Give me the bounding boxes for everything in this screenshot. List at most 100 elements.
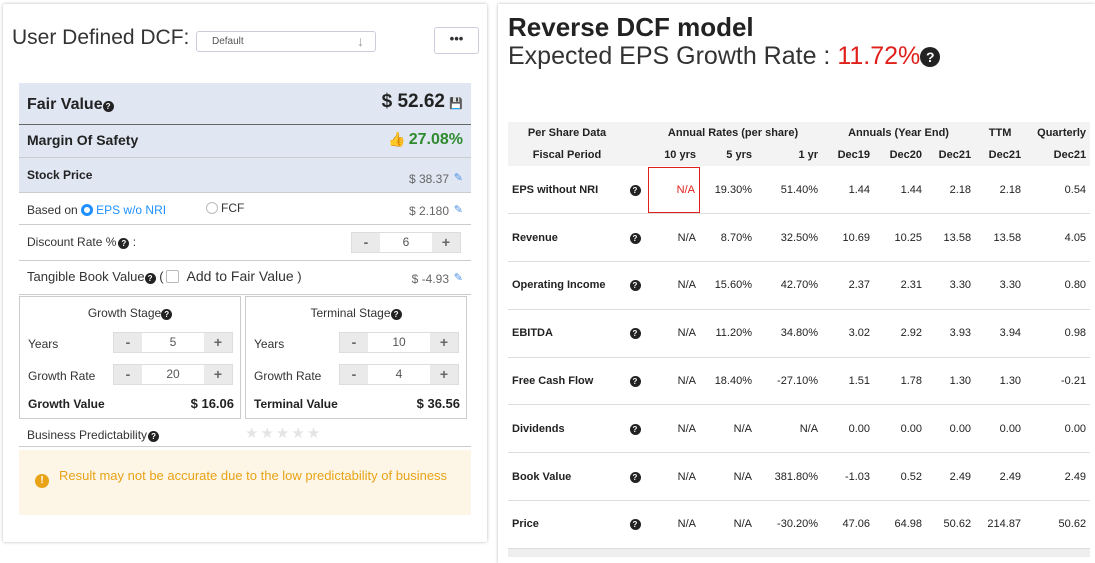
fair-value-row: Fair Value? $ 52.62 💾 bbox=[19, 83, 471, 125]
help-icon[interactable]: ? bbox=[629, 328, 641, 340]
table-cell: 42.70% bbox=[780, 279, 819, 292]
dcf-model-select[interactable]: Default ↓ bbox=[196, 31, 376, 52]
decrement-button[interactable]: - bbox=[114, 365, 142, 384]
more-options-button[interactable]: ••• bbox=[434, 27, 479, 54]
col-quarterly-dec21: Dec21 bbox=[1053, 149, 1087, 161]
increment-button[interactable]: + bbox=[204, 365, 232, 384]
radio-eps-label[interactable]: EPS w/o NRI bbox=[96, 203, 167, 217]
terminal-years-stepper[interactable]: - 10 + bbox=[339, 332, 459, 353]
radio-fcf[interactable] bbox=[206, 202, 218, 214]
discount-rate-input[interactable]: 6 bbox=[402, 235, 410, 249]
dcf-select-value: Default bbox=[212, 36, 244, 47]
growth-years-stepper[interactable]: - 5 + bbox=[113, 332, 233, 353]
table-cell: 0.00 bbox=[949, 422, 972, 435]
pencil-icon[interactable]: ✎ bbox=[453, 204, 463, 216]
stock-price-label: Stock Price bbox=[27, 168, 93, 182]
low-predictability-warning: ! Result may not be accurate due to the … bbox=[19, 450, 471, 515]
table-row: Free Cash Flow? N/A 18.40% -27.10% 1.51 1.78 1… bbox=[508, 357, 1091, 405]
help-icon[interactable]: ? bbox=[390, 309, 402, 320]
table-cell: 1.30 bbox=[949, 375, 972, 388]
warning-icon: ! bbox=[35, 474, 49, 488]
stock-price-value: $ 38.37 bbox=[408, 172, 449, 186]
discount-rate-stepper[interactable]: - 6 + bbox=[351, 232, 461, 253]
terminal-stage-title: Terminal Stage bbox=[310, 306, 391, 320]
increment-button[interactable]: + bbox=[432, 233, 460, 252]
help-icon[interactable]: ? bbox=[629, 471, 641, 483]
margin-of-safety-value: 27.08% bbox=[408, 131, 463, 148]
radio-eps-wo-nri[interactable] bbox=[81, 204, 94, 216]
table-cell: 2.49 bbox=[999, 470, 1022, 483]
help-icon[interactable]: ? bbox=[161, 309, 173, 320]
margin-of-safety-label: Margin Of Safety bbox=[27, 132, 139, 148]
table-cell: 0.00 bbox=[1064, 422, 1087, 435]
table-row: Price? N/A N/A -30.20% 47.06 64.98 50.62 214.87… bbox=[508, 501, 1091, 549]
terminal-rate-input[interactable]: 4 bbox=[395, 367, 403, 381]
help-icon[interactable]: ? bbox=[118, 238, 130, 249]
terminal-years-label: Years bbox=[254, 337, 285, 351]
table-scrollbar[interactable] bbox=[508, 549, 1090, 557]
row-name: Revenue bbox=[512, 231, 558, 244]
table-cell: N/A bbox=[677, 375, 696, 388]
table-cell: 2.18 bbox=[949, 183, 972, 196]
growth-rate-label: Growth Rate bbox=[28, 369, 96, 383]
row-name: Free Cash Flow bbox=[512, 375, 594, 388]
table-cell: 3.94 bbox=[999, 327, 1022, 340]
help-icon[interactable]: ? bbox=[148, 431, 160, 442]
increment-button[interactable]: + bbox=[430, 333, 458, 352]
add-to-fair-value-label[interactable]: Add to Fair Value bbox=[186, 268, 294, 284]
terminal-stage-box: Terminal Stage? Years - 10 + Growth Rate… bbox=[245, 296, 467, 419]
fair-value-label: Fair Value bbox=[27, 96, 103, 113]
table-cell: 4.05 bbox=[1064, 231, 1087, 244]
col-per-share-data: Per Share Data bbox=[527, 127, 607, 139]
save-icon[interactable]: 💾 bbox=[449, 98, 463, 110]
row-name: Operating Income bbox=[512, 279, 606, 292]
pencil-icon[interactable]: ✎ bbox=[453, 272, 463, 284]
pencil-icon[interactable]: ✎ bbox=[453, 172, 463, 184]
decrement-button[interactable]: - bbox=[114, 333, 142, 352]
table-cell: N/A bbox=[677, 422, 696, 435]
help-icon[interactable]: ? bbox=[102, 101, 114, 112]
decrement-button[interactable]: - bbox=[352, 233, 380, 252]
help-icon[interactable]: ? bbox=[144, 273, 156, 284]
help-icon[interactable]: ? bbox=[920, 47, 941, 67]
tangible-book-value: $ -4.93 bbox=[411, 272, 449, 286]
table-cell: 2.18 bbox=[999, 183, 1022, 196]
growth-value: $ 16.06 bbox=[190, 396, 234, 411]
row-name: Book Value bbox=[512, 470, 572, 483]
radio-fcf-label[interactable]: FCF bbox=[221, 201, 245, 215]
growth-rate-stepper[interactable]: - 20 + bbox=[113, 364, 233, 385]
increment-button[interactable]: + bbox=[204, 333, 232, 352]
add-to-fair-value-checkbox[interactable] bbox=[165, 270, 179, 283]
discount-rate-row: Discount Rate %? : - 6 + bbox=[19, 225, 471, 261]
business-predictability-row: Business Predictability? ★★★★★ bbox=[19, 422, 471, 447]
decrement-button[interactable]: - bbox=[340, 333, 368, 352]
table-cell: 0.00 bbox=[848, 422, 871, 435]
table-cell: 214.87 bbox=[987, 518, 1022, 531]
table-cell: N/A bbox=[677, 279, 696, 292]
growth-rate-input[interactable]: 20 bbox=[166, 367, 180, 381]
row-name: Dividends bbox=[512, 422, 565, 435]
table-cell: 18.40% bbox=[714, 375, 752, 388]
table-cell: -27.10% bbox=[777, 375, 819, 388]
table-cell: N/A bbox=[644, 166, 700, 214]
table-cell: 13.58 bbox=[993, 231, 1022, 244]
help-icon[interactable]: ? bbox=[629, 423, 641, 435]
growth-years-input[interactable]: 5 bbox=[169, 335, 177, 349]
col-5-yrs: 5 yrs bbox=[726, 149, 752, 161]
help-icon[interactable]: ? bbox=[629, 184, 641, 196]
table-cell: 15.60% bbox=[714, 279, 752, 292]
help-icon[interactable]: ? bbox=[629, 232, 641, 244]
col-dec19: Dec19 bbox=[837, 149, 871, 161]
terminal-rate-stepper[interactable]: - 4 + bbox=[339, 364, 459, 385]
help-icon[interactable]: ? bbox=[629, 519, 641, 531]
help-icon[interactable]: ? bbox=[629, 280, 641, 292]
increment-button[interactable]: + bbox=[430, 365, 458, 384]
decrement-button[interactable]: - bbox=[340, 365, 368, 384]
terminal-years-input[interactable]: 10 bbox=[392, 335, 406, 349]
help-icon[interactable]: ? bbox=[629, 376, 641, 388]
table-cell: 2.92 bbox=[900, 327, 923, 340]
growth-years-label: Years bbox=[28, 337, 59, 351]
table-cell: 13.58 bbox=[943, 231, 972, 244]
table-cell: 47.06 bbox=[842, 518, 871, 531]
table-cell: 3.30 bbox=[949, 279, 972, 292]
